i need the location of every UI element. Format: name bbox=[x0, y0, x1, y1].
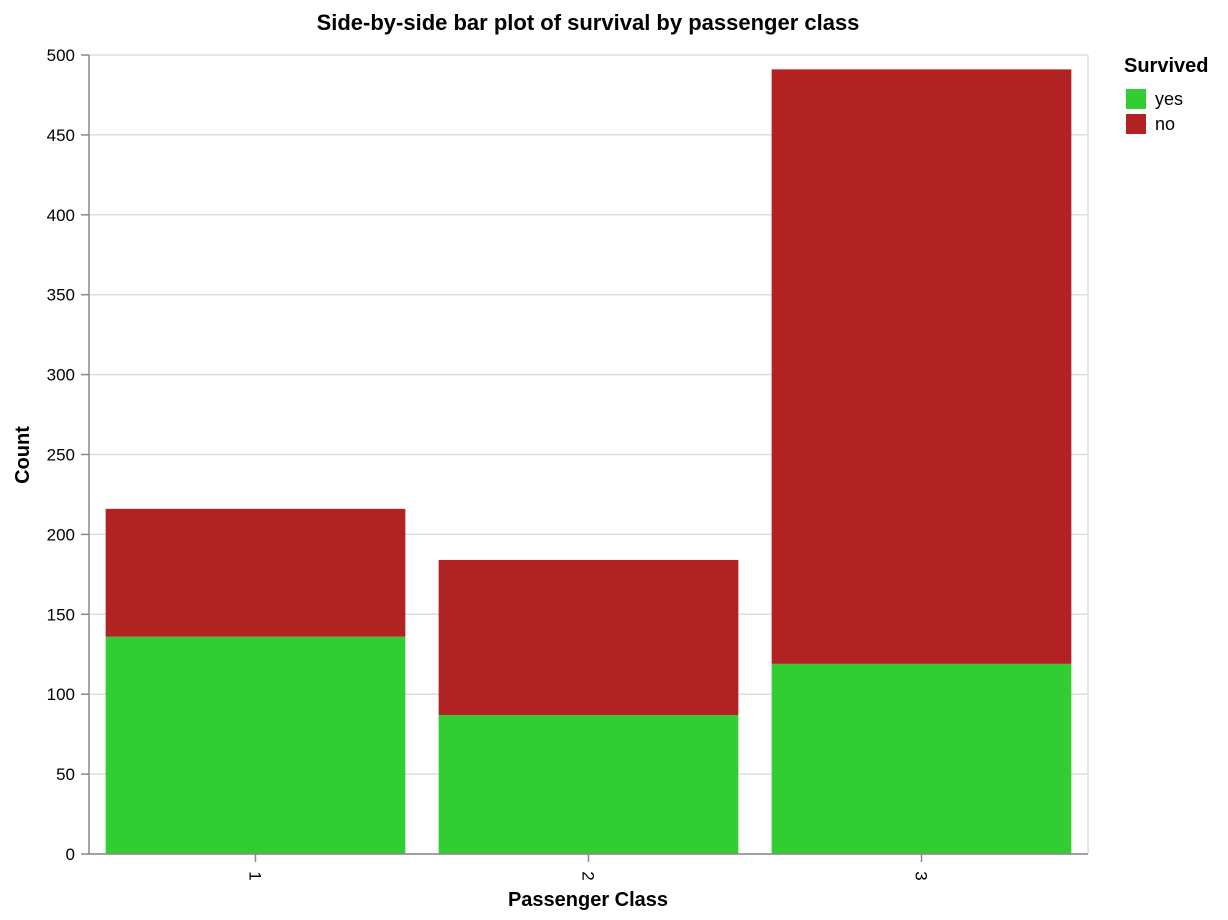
bar-class-1-no bbox=[105, 508, 406, 637]
x-tick-label: 2 bbox=[579, 871, 598, 880]
y-tick-label: 100 bbox=[47, 685, 75, 704]
y-tick-label: 0 bbox=[66, 845, 75, 864]
legend-swatch-no bbox=[1126, 114, 1146, 134]
y-tick-label: 250 bbox=[47, 446, 75, 465]
y-axis-title: Count bbox=[12, 426, 34, 484]
legend-label-no: no bbox=[1155, 114, 1175, 134]
y-tick-label: 300 bbox=[47, 366, 75, 385]
y-tick-label: 350 bbox=[47, 286, 75, 305]
y-tick-label: 400 bbox=[47, 206, 75, 225]
bars bbox=[105, 69, 1072, 854]
bar-class-1-yes bbox=[105, 636, 406, 854]
chart-title: Side-by-side bar plot of survival by pas… bbox=[317, 10, 860, 35]
x-tick-label: 1 bbox=[246, 871, 265, 880]
x-axis-title: Passenger Class bbox=[508, 889, 668, 911]
legend-items: yes no bbox=[1126, 89, 1183, 134]
legend-label-yes: yes bbox=[1155, 89, 1183, 109]
legend-title: Survived bbox=[1124, 55, 1208, 77]
y-tick-label: 450 bbox=[47, 126, 75, 145]
y-tick-label: 200 bbox=[47, 525, 75, 544]
legend-swatch-yes bbox=[1126, 89, 1146, 109]
y-axis-ticks: 0 50 100 150 200 250 300 350 400 450 500 bbox=[47, 46, 89, 864]
bar-class-3-no bbox=[771, 69, 1072, 664]
legend: Survived yes no bbox=[1124, 55, 1208, 134]
y-tick-label: 50 bbox=[56, 765, 75, 784]
y-tick-label: 500 bbox=[47, 46, 75, 65]
y-tick-label: 150 bbox=[47, 605, 75, 624]
bar-class-2-no bbox=[438, 559, 739, 715]
bar-class-3-yes bbox=[771, 663, 1072, 854]
x-tick-label: 3 bbox=[912, 871, 931, 880]
bar-class-2-yes bbox=[438, 714, 739, 854]
x-axis-ticks: 1 2 3 bbox=[246, 854, 931, 881]
